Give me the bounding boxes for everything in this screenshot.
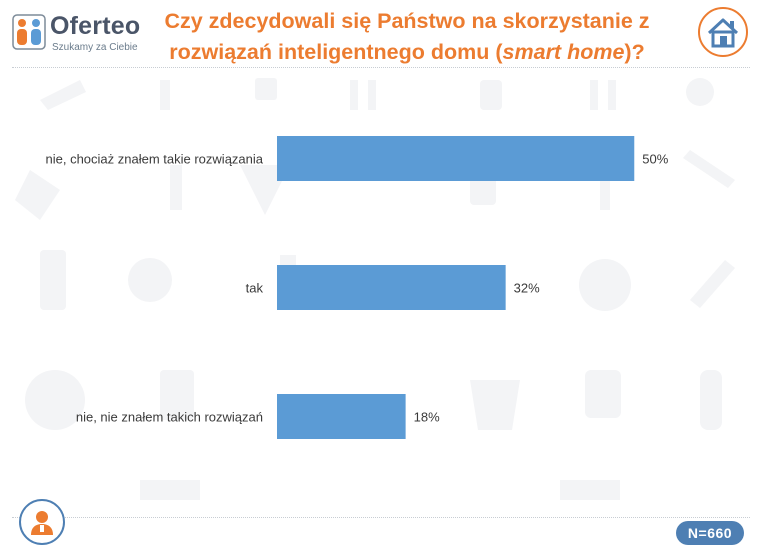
bar-2 <box>277 394 406 439</box>
category-label-1: tak <box>246 281 264 296</box>
header-divider <box>12 67 750 68</box>
house-icon <box>698 7 748 57</box>
value-label-0: 50% <box>642 152 668 167</box>
bar-0 <box>277 136 635 181</box>
oferteo-logo: Oferteo Szukamy za Ciebie <box>12 8 142 58</box>
tools-watermark <box>15 78 735 500</box>
category-label-0: nie, chociaż znałem takie rozwiązania <box>46 152 264 167</box>
title-main: Czy zdecydowali się Państwo na skorzysta… <box>164 9 650 64</box>
title-suffix: )? <box>624 40 645 64</box>
value-label-2: 18% <box>414 410 440 425</box>
person-icon <box>19 499 65 545</box>
sample-size-badge: N=660 <box>676 521 744 545</box>
brand-tagline: Szukamy za Ciebie <box>52 42 138 53</box>
logo-people-icon <box>12 14 46 50</box>
title-emphasis: smart home <box>502 40 625 64</box>
bar-1 <box>277 265 506 310</box>
brand-name: Oferteo <box>50 12 141 40</box>
value-label-1: 32% <box>514 281 540 296</box>
chart-title: Czy zdecydowali się Państwo na skorzysta… <box>132 6 682 68</box>
footer-divider <box>12 517 750 518</box>
category-label-2: nie, nie znałem takich rozwiązań <box>76 410 263 425</box>
